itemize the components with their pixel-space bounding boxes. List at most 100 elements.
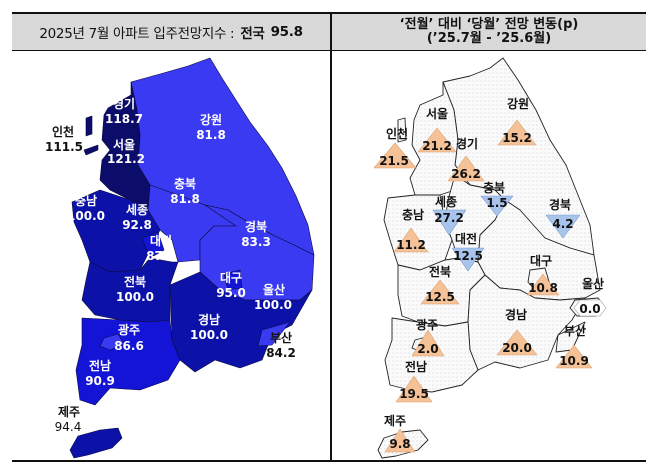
region-jeonnam — [75, 317, 181, 406]
right-panel-title: ‘전월’ 대비 ‘당월’ 전망 변동(p) (’25.7월 - ’25.6월) — [332, 14, 646, 50]
label-incheon-name: 인천 — [386, 126, 408, 141]
label-incheon-change: 21.5 — [379, 154, 409, 168]
label-sejong-name: 세종 — [126, 202, 148, 217]
label-jeju-name: 제주 — [58, 405, 80, 419]
label-gwangju-name: 광주 — [416, 317, 438, 332]
label-chungbuk-value: 81.8 — [170, 192, 200, 206]
label-chungbuk-name: 충북 — [174, 176, 196, 191]
up-triangle-daegu — [526, 273, 560, 296]
label-gyeonggi-change: 26.2 — [451, 167, 481, 181]
label-jeonnam-value: 90.9 — [85, 374, 115, 388]
label-ulsan-change: 0.0 — [579, 302, 600, 316]
region-incheon-outline — [397, 117, 407, 143]
right-title-line1: ‘전월’ 대비 ‘당월’ 전망 변동(p) — [399, 17, 579, 32]
left-title-prefix: 2025년 7월 아파트 입주전망지수 : — [39, 26, 235, 42]
up-triangle-jeonnam — [395, 375, 433, 403]
label-gyeonggi-value: 118.7 — [105, 112, 143, 126]
label-chungbuk-change: 1.5 — [486, 196, 507, 210]
label-busan-value: 84.2 — [266, 346, 296, 360]
label-gyeongbuk-name: 경북 — [549, 198, 571, 212]
up-triangle-gangwon — [497, 119, 537, 146]
label-incheon-value: 111.5 — [45, 140, 83, 154]
label-chungnam-value: 100.0 — [67, 209, 105, 223]
down-triangle-chungbuk — [480, 195, 514, 217]
label-ulsan-name: 울산 — [263, 282, 285, 297]
label-ulsan-value: 100.0 — [254, 298, 292, 312]
label-gyeongbuk-name: 경북 — [245, 220, 267, 234]
label-seoul-name: 서울 — [113, 137, 135, 152]
label-gyeongnam-name: 경남 — [505, 307, 527, 322]
label-gyeongbuk-change: 4.2 — [552, 217, 573, 231]
label-seoul-change: 21.2 — [422, 139, 452, 153]
region-chungnam — [71, 189, 161, 273]
up-triangle-gwangju — [411, 329, 445, 357]
label-gyeongnam-name: 경남 — [198, 312, 220, 327]
label-jeonbuk-change: 12.5 — [425, 290, 455, 304]
label-jeonnam-name: 전남 — [89, 358, 111, 373]
left-panel-title: 2025년 7월 아파트 입주전망지수 : 전국 95.8 — [12, 14, 330, 50]
label-chungnam-name: 충남 — [75, 193, 97, 208]
down-triangle-daejeon — [451, 247, 485, 272]
left-title-value: 95.8 — [270, 24, 303, 40]
label-gyeongnam-value: 100.0 — [190, 328, 228, 342]
left-title-region: 전국 — [240, 26, 265, 42]
up-triangle-gyeonggi — [447, 155, 485, 182]
label-seoul-name: 서울 — [426, 106, 448, 121]
label-incheon-name: 인천 — [52, 124, 74, 139]
label-jeju-value: 94.4 — [55, 420, 82, 434]
label-daejeon-change: 12.5 — [453, 249, 483, 263]
header-row: 2025년 7월 아파트 입주전망지수 : 전국 95.8 ‘전월’ 대비 ‘당… — [12, 14, 646, 51]
label-daegu-name: 대구 — [220, 271, 242, 285]
label-gyeongnam-change: 20.0 — [502, 341, 532, 355]
label-sejong-change: 27.2 — [434, 211, 464, 225]
label-gwangju-change: 2.0 — [417, 342, 438, 356]
label-daejeon-name: 대전 — [455, 231, 477, 246]
label-gwangju-name: 광주 — [118, 322, 140, 337]
label-busan-name: 부산 — [270, 330, 292, 345]
region-jeonbuk — [81, 257, 179, 323]
region-gwangju — [99, 333, 125, 351]
up-triangle-busan — [555, 344, 593, 369]
up-triangle-seoul — [417, 127, 457, 153]
label-gyeongbuk-value: 83.3 — [241, 235, 271, 249]
label-gangwon-change: 15.2 — [502, 131, 532, 145]
up-triangle-incheon — [373, 142, 417, 169]
up-triangle-gyeongnam — [496, 329, 538, 356]
label-daejeon-name: 대전 — [150, 233, 172, 248]
region-jeju — [69, 427, 123, 459]
label-chungnam-name: 충남 — [402, 207, 424, 222]
label-jeonbuk-name: 전북 — [429, 264, 451, 279]
panel-divider — [330, 14, 332, 460]
down-triangle-sejong — [432, 209, 467, 236]
down-triangle-gyeongbuk — [545, 214, 581, 239]
label-sejong-name: 세종 — [435, 194, 457, 209]
label-chungnam-change: 11.2 — [396, 238, 426, 252]
up-triangle-chungnam — [393, 227, 429, 253]
label-daegu-change: 10.8 — [528, 281, 558, 295]
label-daejeon-value: 87.5 — [146, 249, 176, 263]
label-ulsan-name: 울산 — [582, 276, 604, 291]
region-busan — [257, 321, 291, 347]
up-triangle-jeju — [384, 428, 416, 453]
right-title-line2: (’25.7월 - ’25.6월) — [426, 31, 552, 46]
label-gyeonggi-name: 경기 — [113, 96, 135, 111]
label-gyeonggi-name: 경기 — [456, 136, 478, 151]
label-busan-change: 10.9 — [559, 354, 589, 368]
region-incheon — [83, 115, 99, 156]
up-triangle-jeonbuk — [420, 279, 460, 305]
region-daegu — [223, 269, 243, 291]
label-chungbuk-name: 충북 — [483, 180, 505, 195]
label-jeju-name: 제주 — [384, 414, 406, 428]
label-busan-name: 부산 — [564, 323, 586, 338]
label-seoul-value: 121.2 — [107, 152, 145, 166]
label-gangwon-value: 81.8 — [196, 128, 226, 142]
comparison-table: 2025년 7월 아파트 입주전망지수 : 전국 95.8 ‘전월’ 대비 ‘당… — [12, 12, 646, 462]
label-gwangju-value: 86.6 — [114, 339, 144, 353]
label-gangwon-name: 강원 — [200, 113, 222, 127]
label-jeonbuk-value: 100.0 — [116, 290, 154, 304]
label-jeju-change: 9.8 — [389, 437, 410, 451]
region-daejeon — [141, 231, 165, 259]
label-daegu-name: 대구 — [530, 254, 552, 268]
